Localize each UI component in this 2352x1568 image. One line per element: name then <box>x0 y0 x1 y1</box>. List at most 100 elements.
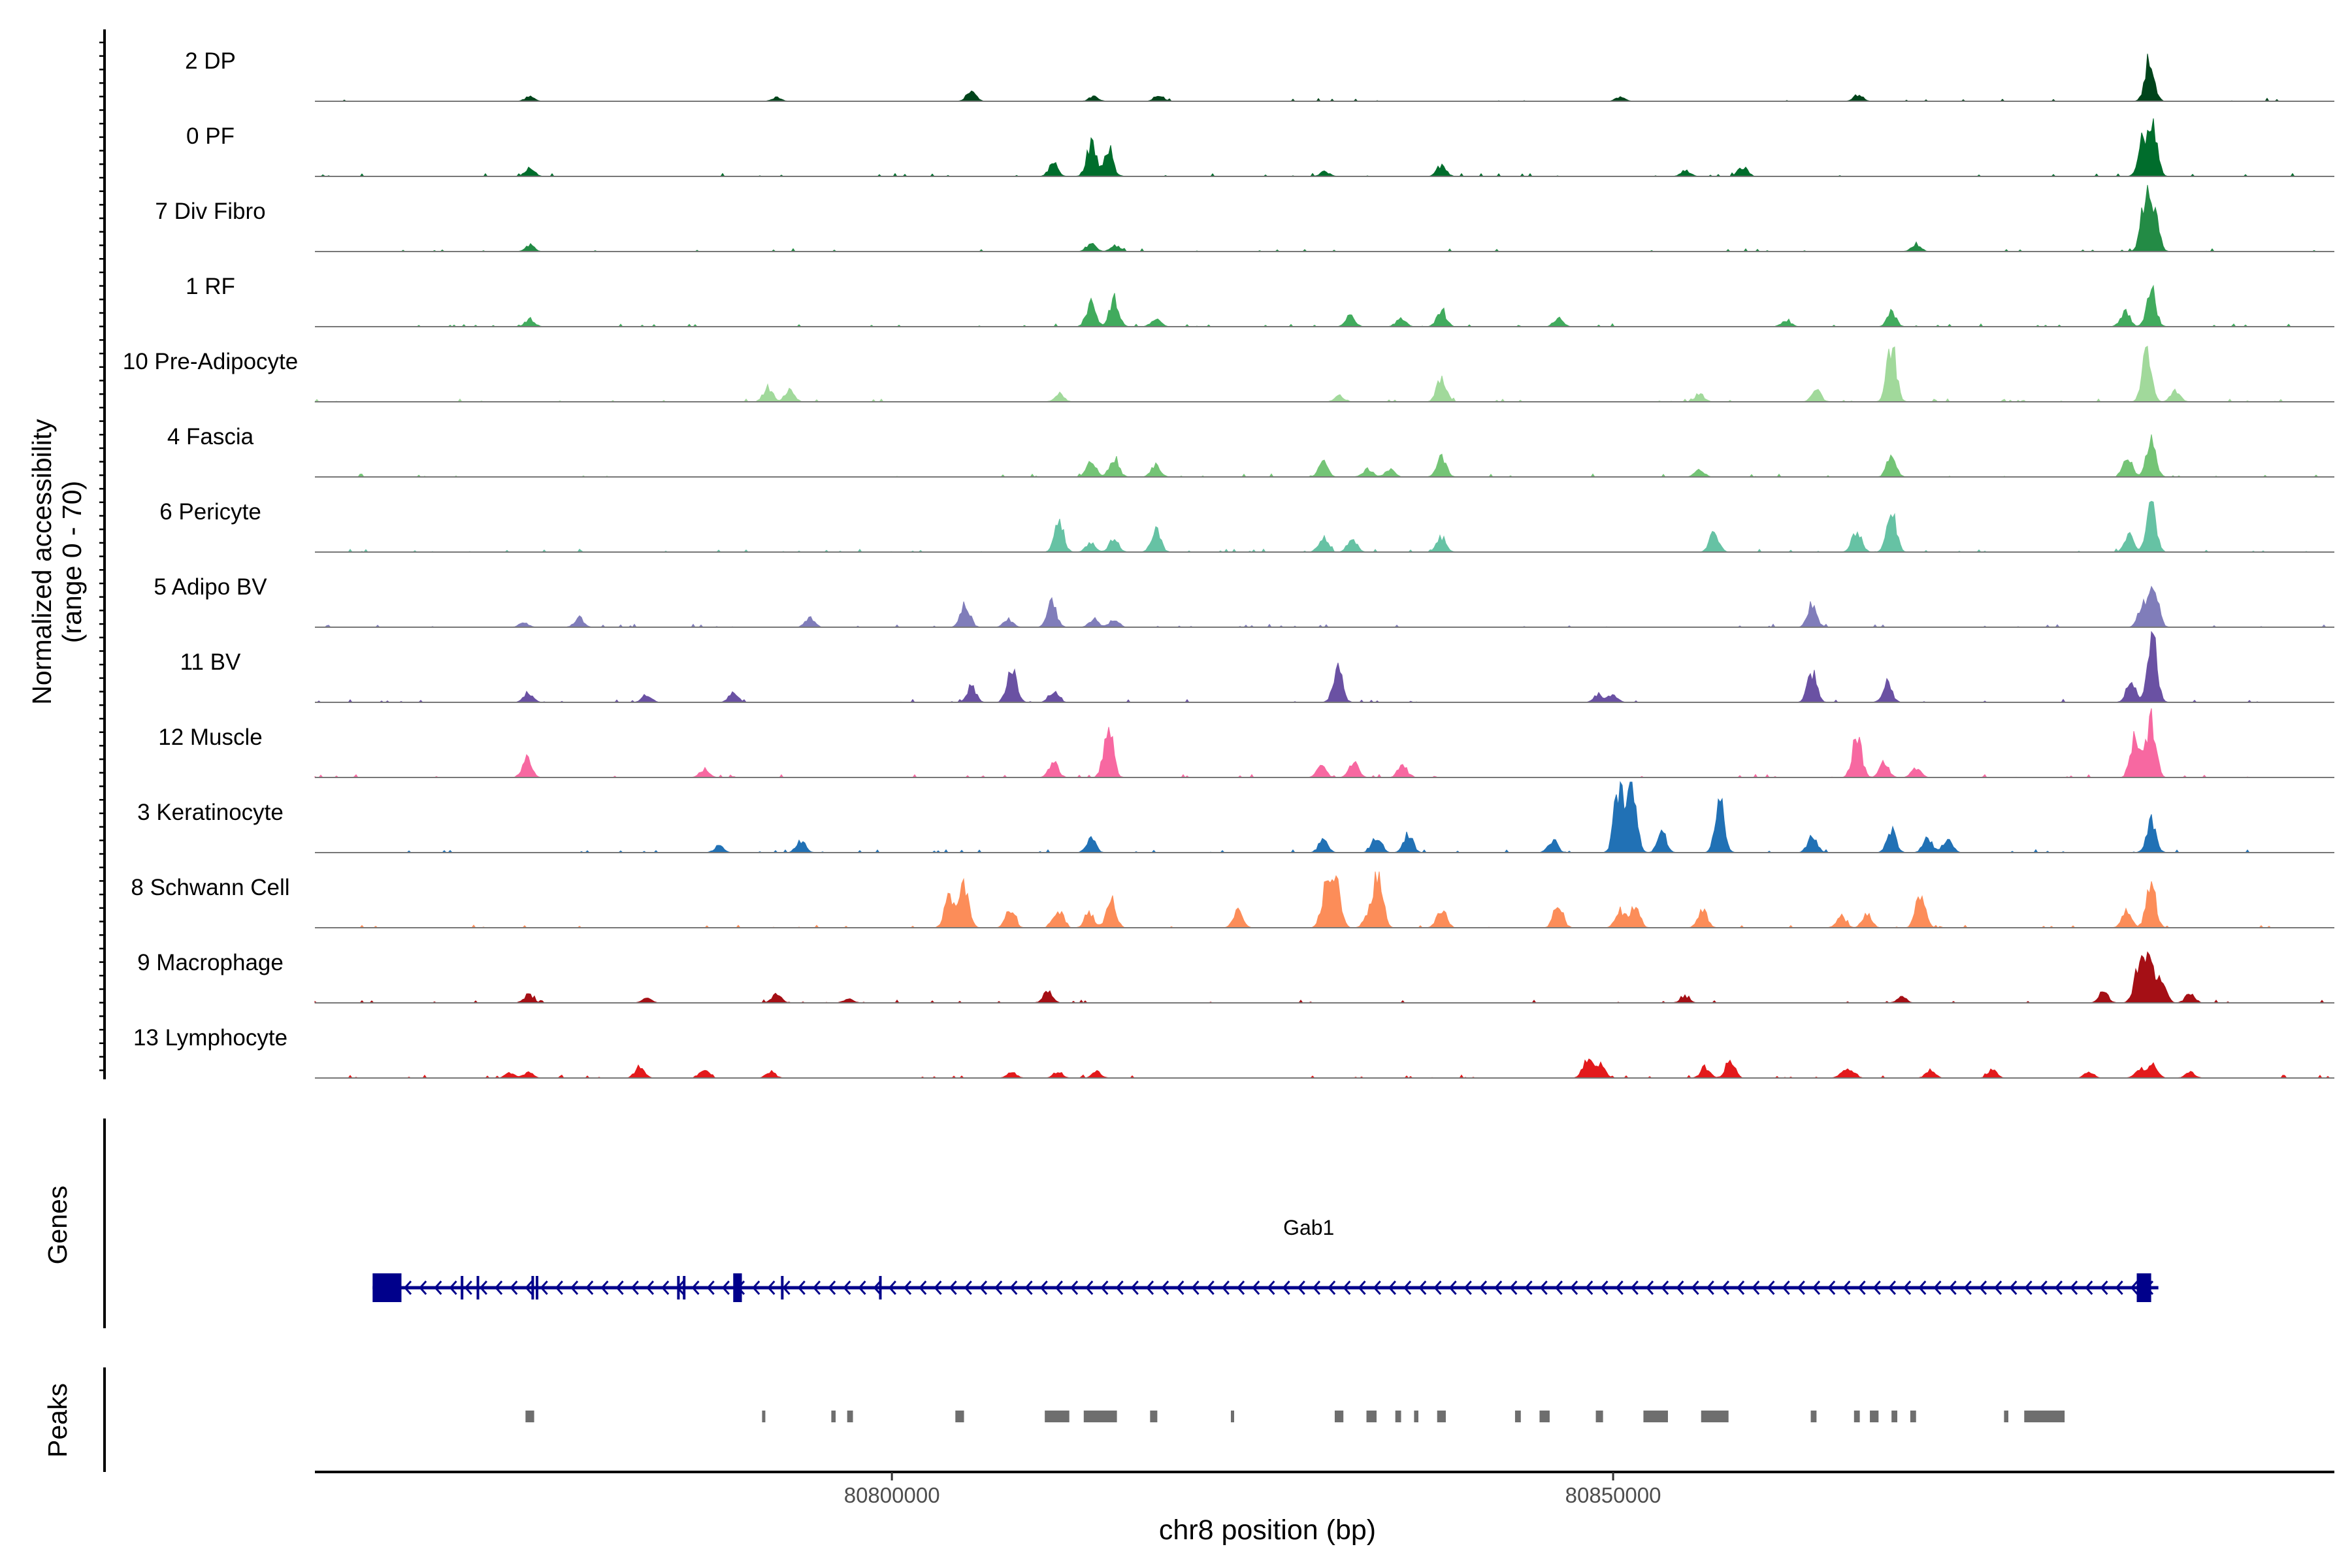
strand-chevron <box>1782 1280 1790 1296</box>
coverage-tracks: 2 DP 0 PF 7 Div Fibro 1 RF 10 Pre-Adipocyte 4… <box>123 48 2334 1079</box>
coverage-area <box>314 951 2334 1004</box>
peaks-panel <box>525 1411 2065 1422</box>
strand-chevron <box>1373 1280 1381 1296</box>
strand-chevron <box>1297 1280 1305 1296</box>
track-label: 9 Macrophage <box>137 950 284 975</box>
strand-chevron <box>1615 1280 1624 1296</box>
strand-chevron <box>1176 1280 1184 1296</box>
strand-chevron <box>691 1280 700 1296</box>
strand-chevron <box>1842 1280 1851 1296</box>
track-13: 13 Lymphocyte <box>133 1025 2334 1079</box>
strand-chevron <box>1388 1280 1396 1296</box>
strand-chevron <box>1857 1280 1866 1296</box>
peaks-panel-label: Peaks <box>42 1383 73 1458</box>
strand-chevron <box>1161 1280 1169 1296</box>
track-label: 4 Fascia <box>167 424 254 449</box>
track-label: 13 Lymphocyte <box>133 1025 287 1051</box>
coverage-area <box>315 630 2334 703</box>
peak-region <box>1870 1411 1879 1422</box>
strand-chevron <box>1645 1280 1654 1296</box>
strand-chevron <box>2024 1280 2033 1296</box>
coverage-area <box>315 872 2334 928</box>
peak-region <box>2024 1411 2065 1422</box>
strand-chevron <box>1100 1280 1109 1296</box>
peak-region <box>1514 1411 1521 1422</box>
strand-chevron <box>1494 1280 1503 1296</box>
strand-chevron <box>1827 1280 1836 1296</box>
coverage-area <box>314 346 2334 402</box>
peak-region <box>1083 1411 1117 1422</box>
strand-chevron <box>979 1280 988 1296</box>
genes-panel: Gab1 <box>372 1216 2159 1302</box>
coverage-area <box>315 54 2334 102</box>
strand-chevron <box>1509 1280 1518 1296</box>
strand-chevron <box>1524 1280 1533 1296</box>
strand-chevron <box>721 1280 730 1296</box>
strand-chevron <box>1448 1280 1457 1296</box>
strand-chevron <box>828 1280 836 1296</box>
track-4: 10 Pre-Adipocyte <box>123 346 2334 402</box>
genes-panel-label: Genes <box>42 1186 73 1265</box>
strand-chevron <box>661 1280 670 1296</box>
coverage-area <box>315 585 2334 628</box>
strand-chevron <box>1282 1280 1290 1296</box>
track-5: 4 Fascia <box>167 424 2334 478</box>
strand-chevron <box>1039 1280 1048 1296</box>
peak-region <box>1910 1411 1916 1422</box>
strand-chevron <box>2054 1280 2063 1296</box>
x-tick-label: 80800000 <box>844 1483 940 1507</box>
peak-region <box>955 1411 964 1422</box>
strand-chevron <box>495 1280 503 1296</box>
track-10: 3 Keratinocyte <box>137 781 2334 853</box>
track-7: 5 Adipo BV <box>154 574 2334 628</box>
track-12: 9 Macrophage <box>137 950 2334 1004</box>
strand-chevron <box>1872 1280 1881 1296</box>
peak-region <box>1395 1411 1401 1422</box>
strand-chevron <box>1948 1280 1957 1296</box>
strand-chevron <box>1054 1280 1063 1296</box>
peak-region <box>1414 1411 1419 1422</box>
strand-chevron <box>1706 1280 1714 1296</box>
strand-chevron <box>797 1280 806 1296</box>
strand-chevron <box>2085 1280 2093 1296</box>
peak-region <box>1595 1411 1603 1422</box>
strand-chevron <box>1085 1280 1094 1296</box>
strand-chevron <box>1009 1280 1018 1296</box>
strand-chevron <box>1312 1280 1321 1296</box>
strand-chevron <box>934 1280 942 1296</box>
track-label: 5 Adipo BV <box>154 574 267 600</box>
strand-chevron <box>843 1280 851 1296</box>
strand-chevron <box>2115 1280 2123 1296</box>
strand-chevron <box>1237 1280 1245 1296</box>
strand-chevron <box>1328 1280 1336 1296</box>
strand-chevron <box>1418 1280 1427 1296</box>
strand-chevron <box>949 1280 957 1296</box>
coverage-area <box>315 1058 2334 1079</box>
strand-chevron <box>1994 1280 2002 1296</box>
strand-chevron <box>964 1280 972 1296</box>
track-label: 0 PF <box>186 123 235 149</box>
strand-chevron <box>1676 1280 1684 1296</box>
strand-chevron <box>419 1280 427 1296</box>
peak-region <box>1810 1411 1817 1422</box>
strand-chevron <box>1433 1280 1442 1296</box>
strand-chevron <box>1661 1280 1669 1296</box>
coverage-area <box>315 781 2334 853</box>
strand-chevron <box>1691 1280 1699 1296</box>
strand-chevron <box>873 1280 881 1296</box>
peak-region <box>1643 1411 1668 1422</box>
exon <box>372 1273 402 1302</box>
peak-region <box>1150 1411 1158 1422</box>
peak-region <box>1891 1411 1898 1422</box>
strand-chevron <box>1903 1280 1912 1296</box>
strand-chevron <box>645 1280 655 1296</box>
peak-region <box>525 1411 534 1422</box>
track-label: 12 Muscle <box>158 725 263 750</box>
strand-chevron <box>1267 1280 1275 1296</box>
strand-chevron <box>2009 1280 2017 1296</box>
strand-chevron <box>1554 1280 1563 1296</box>
strand-chevron <box>2130 1280 2138 1296</box>
strand-chevron <box>903 1280 912 1296</box>
strand-chevron <box>1115 1280 1124 1296</box>
